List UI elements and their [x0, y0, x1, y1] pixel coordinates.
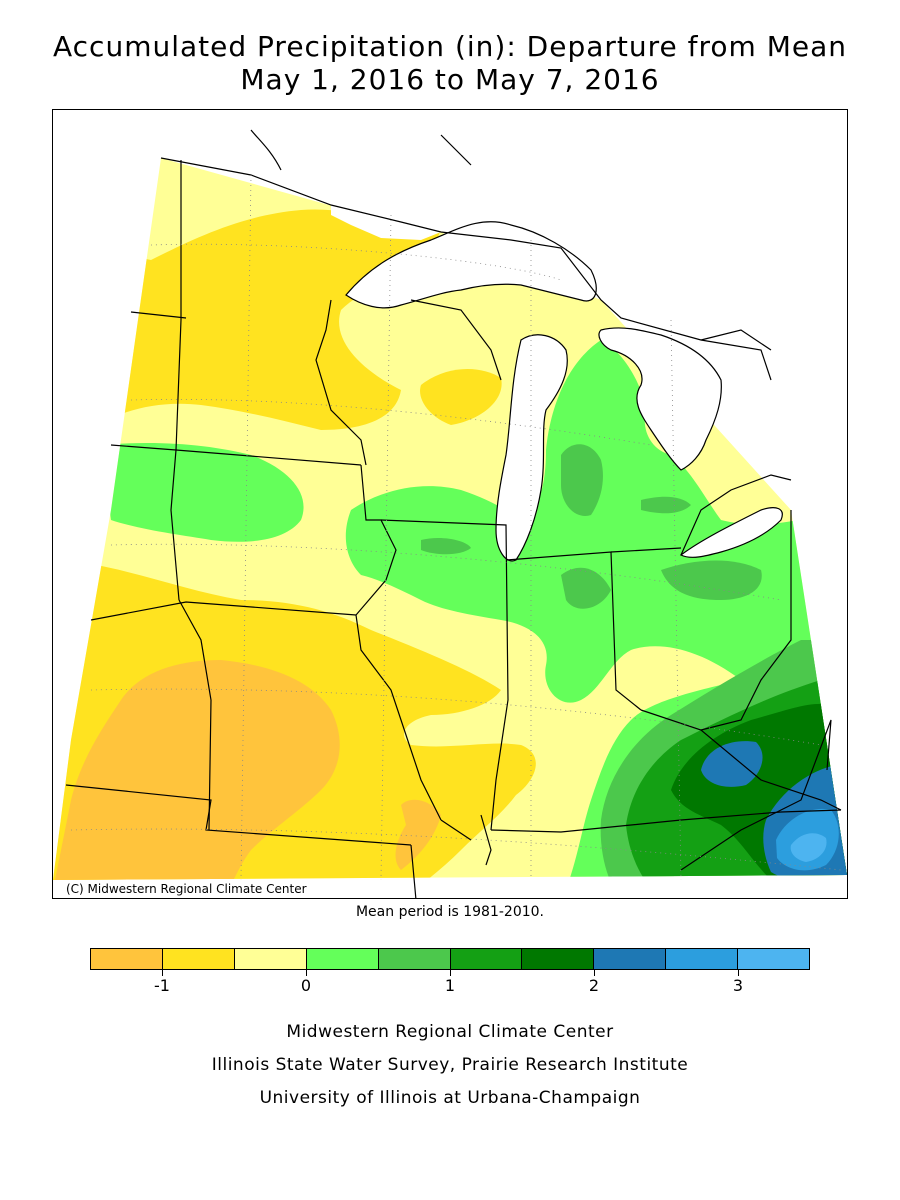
wet-region-iowa-small [421, 537, 471, 555]
legend-tick [162, 970, 163, 976]
wet-region-michigan [561, 444, 603, 516]
dry-region-north [101, 209, 441, 430]
legend-tick-label: 2 [588, 976, 600, 995]
border-mississippi-river [355, 464, 442, 821]
driest-region-missouri [395, 799, 441, 870]
legend-tick-label: 1 [444, 976, 456, 995]
canada-border [160, 157, 772, 381]
border-nd-sd [130, 311, 187, 319]
lake-erie [679, 507, 783, 558]
legend-swatch [378, 949, 451, 969]
legend-swatch [162, 949, 235, 969]
legend-tick [738, 970, 739, 976]
very-wet-region-ohio-valley [701, 741, 763, 787]
legend-swatch [234, 949, 307, 969]
border-indiana-ohio [505, 551, 642, 711]
border-kentucky-wv [640, 709, 842, 811]
border-wisconsin-michigan [410, 299, 502, 381]
border-indiana-michigan [610, 547, 682, 553]
legend-tick [450, 970, 451, 976]
color-legend [90, 948, 810, 970]
legend-ticks [90, 970, 810, 978]
border-nebraska-iowa [90, 601, 357, 621]
legend-tick-label: -1 [154, 976, 170, 995]
driest-region-plains [53, 660, 340, 880]
dry-region-wisconsin [420, 368, 502, 425]
lake-michigan [495, 334, 568, 562]
legend-tick-label: 0 [300, 976, 312, 995]
border-sd-iowa-mn [110, 444, 362, 466]
canada-border-east [680, 474, 792, 556]
lake-huron [598, 327, 722, 471]
copyright-notice: (C) Midwestern Regional Climate Center [62, 881, 311, 896]
lat-lon-grid [70, 174, 842, 881]
border-minnesota-wisconsin [315, 299, 367, 466]
legend-tick-label: 3 [732, 976, 744, 995]
mean-period-note: Mean period is 1981-2010. [355, 904, 545, 920]
border-kentucky-tennessee [490, 809, 842, 833]
border-illinois-indiana [380, 519, 509, 831]
boundary-lines [65, 129, 842, 898]
very-wet-core-inner [790, 833, 827, 862]
wet-region-minnesota [101, 443, 304, 542]
wet-region-michigan-2 [641, 496, 691, 514]
legend-swatch [450, 949, 523, 969]
legend-swatch [738, 949, 810, 969]
legend-labels: -1 0 1 2 3 [90, 976, 810, 1000]
canada-north-blank [331, 205, 441, 240]
islands-and-coast [250, 129, 772, 351]
credit-line-3: University of Illinois at Urbana-Champai… [259, 1088, 641, 1108]
legend-tick [306, 970, 307, 976]
map-date-range: May 1, 2016 to May 7, 2016 [240, 63, 660, 96]
legend-swatch [594, 949, 667, 969]
border-nebraska-kansas-west [178, 599, 212, 831]
border-virginia [680, 719, 832, 871]
border-ohio-pennsylvania [700, 510, 792, 731]
legend-tick [594, 970, 595, 976]
border-kansas-oklahoma [65, 784, 412, 846]
wet-region-ohio [661, 560, 762, 600]
great-lakes [331, 205, 783, 562]
legend-swatch [522, 949, 595, 969]
legend-swatch [666, 949, 739, 969]
credit-line-1: Midwestern Regional Climate Center [286, 1022, 614, 1042]
precipitation-map: (C) Midwestern Regional Climate Center [52, 109, 848, 899]
wet-region-indiana [561, 567, 611, 609]
legend-swatch [306, 949, 379, 969]
credit-line-2: Illinois State Water Survey, Prairie Res… [211, 1055, 689, 1075]
border-arkansas-tennessee [410, 814, 492, 898]
map-svg [53, 129, 847, 898]
map-title: Accumulated Precipitation (in): Departur… [53, 30, 847, 63]
legend-swatch [91, 949, 163, 969]
